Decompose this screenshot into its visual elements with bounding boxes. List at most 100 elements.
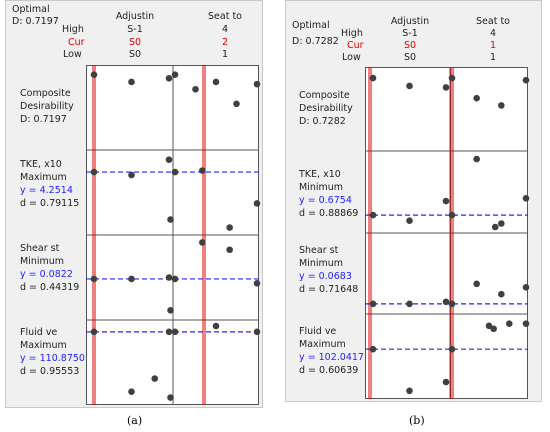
- panel-a-caption: (a): [127, 414, 143, 427]
- data-point: [369, 211, 377, 219]
- response-2-goal: Minimum: [299, 182, 344, 193]
- chart-panel-b: Optimal D: 0.7282 High Cur Low Adjustin …: [285, 0, 542, 402]
- response-1-d: D: 0.7197: [20, 114, 67, 125]
- data-point: [171, 275, 179, 283]
- data-point: [128, 171, 135, 179]
- data-point: [442, 378, 450, 386]
- response-2-d: d = 0.79115: [20, 198, 80, 209]
- response-4-goal: Maximum: [20, 340, 67, 351]
- response-3-d: d = 0.44319: [20, 282, 80, 293]
- high-row-label: High: [341, 28, 363, 39]
- low-row-label: Low: [342, 52, 361, 63]
- data-point: [498, 220, 505, 227]
- response-1-title: Composite: [20, 88, 71, 99]
- response-3-y: y = 0.0822: [20, 269, 73, 280]
- response-2-title: TKE, x10: [20, 159, 62, 170]
- data-point: [167, 394, 174, 401]
- data-point: [498, 290, 505, 298]
- factor-1-cur: S0: [403, 40, 417, 51]
- cur-row-label: Cur: [68, 37, 85, 48]
- data-point: [473, 94, 480, 102]
- data-point: [522, 76, 530, 84]
- response-2-d: d = 0.88869: [299, 208, 359, 219]
- factor-2-cur: 1: [489, 40, 497, 51]
- factor-1-name: Adjustin: [390, 16, 430, 27]
- data-point: [522, 195, 530, 202]
- high-row-label: High: [62, 24, 84, 35]
- data-point: [90, 328, 98, 336]
- data-point: [212, 322, 220, 330]
- data-point: [448, 300, 456, 308]
- response-2-goal: Maximum: [20, 172, 67, 183]
- response-4-d: d = 0.95553: [20, 366, 80, 377]
- data-point: [171, 168, 179, 176]
- data-point: [406, 300, 413, 308]
- data-point: [165, 274, 173, 281]
- data-point: [522, 284, 530, 291]
- factor-1-low: S0: [403, 52, 417, 63]
- panel-b-caption: (b): [409, 414, 425, 427]
- response-3-goal: Minimum: [20, 256, 65, 267]
- data-point: [226, 246, 233, 254]
- data-point: [473, 280, 480, 288]
- factor-2-name: Seat to: [476, 16, 510, 27]
- data-point: [505, 320, 513, 327]
- data-point: [165, 75, 173, 82]
- data-point: [192, 85, 199, 93]
- data-point: [167, 307, 174, 314]
- data-point: [226, 224, 233, 231]
- data-point: [490, 325, 497, 333]
- factor-2-high: 4: [221, 24, 229, 35]
- data-point: [253, 328, 261, 336]
- response-3-goal: Minimum: [299, 258, 344, 269]
- data-point: [128, 388, 135, 396]
- data-point: [233, 100, 240, 108]
- data-point: [369, 74, 377, 82]
- response-4-title: Fluid ve: [20, 327, 58, 338]
- data-point: [171, 328, 179, 336]
- composite-d-value: D: 0.7282: [292, 36, 339, 47]
- data-point: [165, 156, 173, 163]
- data-point: [199, 167, 206, 174]
- response-3-y: y = 0.0683: [299, 271, 352, 282]
- data-point: [442, 197, 450, 205]
- data-point: [448, 74, 456, 82]
- factor-1-high: S-1: [402, 28, 418, 39]
- response-4-d: d = 0.60639: [299, 365, 359, 376]
- data-point: [491, 223, 499, 231]
- data-point: [442, 84, 450, 91]
- data-point: [253, 280, 261, 287]
- plot-svg: [86, 65, 261, 405]
- response-1-d: D: 0.7282: [299, 116, 346, 127]
- data-point: [448, 345, 456, 353]
- data-point: [90, 168, 98, 176]
- data-point: [90, 275, 98, 283]
- factor-2-high: 4: [489, 28, 497, 39]
- low-row-label: Low: [63, 49, 82, 60]
- factor-1-high: S-1: [127, 24, 143, 35]
- data-point: [448, 211, 456, 219]
- response-4-goal: Maximum: [299, 339, 346, 350]
- factor-2-low: 1: [489, 52, 497, 63]
- data-point: [167, 216, 174, 223]
- response-3-d: d = 0.71648: [299, 284, 359, 295]
- plot-svg: [365, 67, 530, 399]
- data-point: [90, 71, 98, 78]
- response-2-y: y = 0.6754: [299, 195, 352, 206]
- data-point: [253, 80, 261, 88]
- data-point: [406, 82, 413, 90]
- factor-1-low: S0: [128, 49, 142, 60]
- factor-1-name: Adjustin: [115, 11, 155, 22]
- data-point: [171, 71, 179, 78]
- data-point: [253, 200, 261, 207]
- composite-d-value: D: 0.7197: [12, 16, 59, 27]
- data-point: [212, 78, 220, 86]
- response-2-y: y = 4.2514: [20, 185, 73, 196]
- data-point: [406, 217, 413, 224]
- response-2-title: TKE, x10: [299, 169, 341, 180]
- data-point: [128, 275, 135, 283]
- response-1-title: Composite: [299, 90, 350, 101]
- factor-2-name: Seat to: [208, 11, 242, 22]
- chart-panel-a: Optimal D: 0.7197 High Cur Low Adjustin …: [5, 0, 263, 408]
- data-point: [406, 387, 413, 395]
